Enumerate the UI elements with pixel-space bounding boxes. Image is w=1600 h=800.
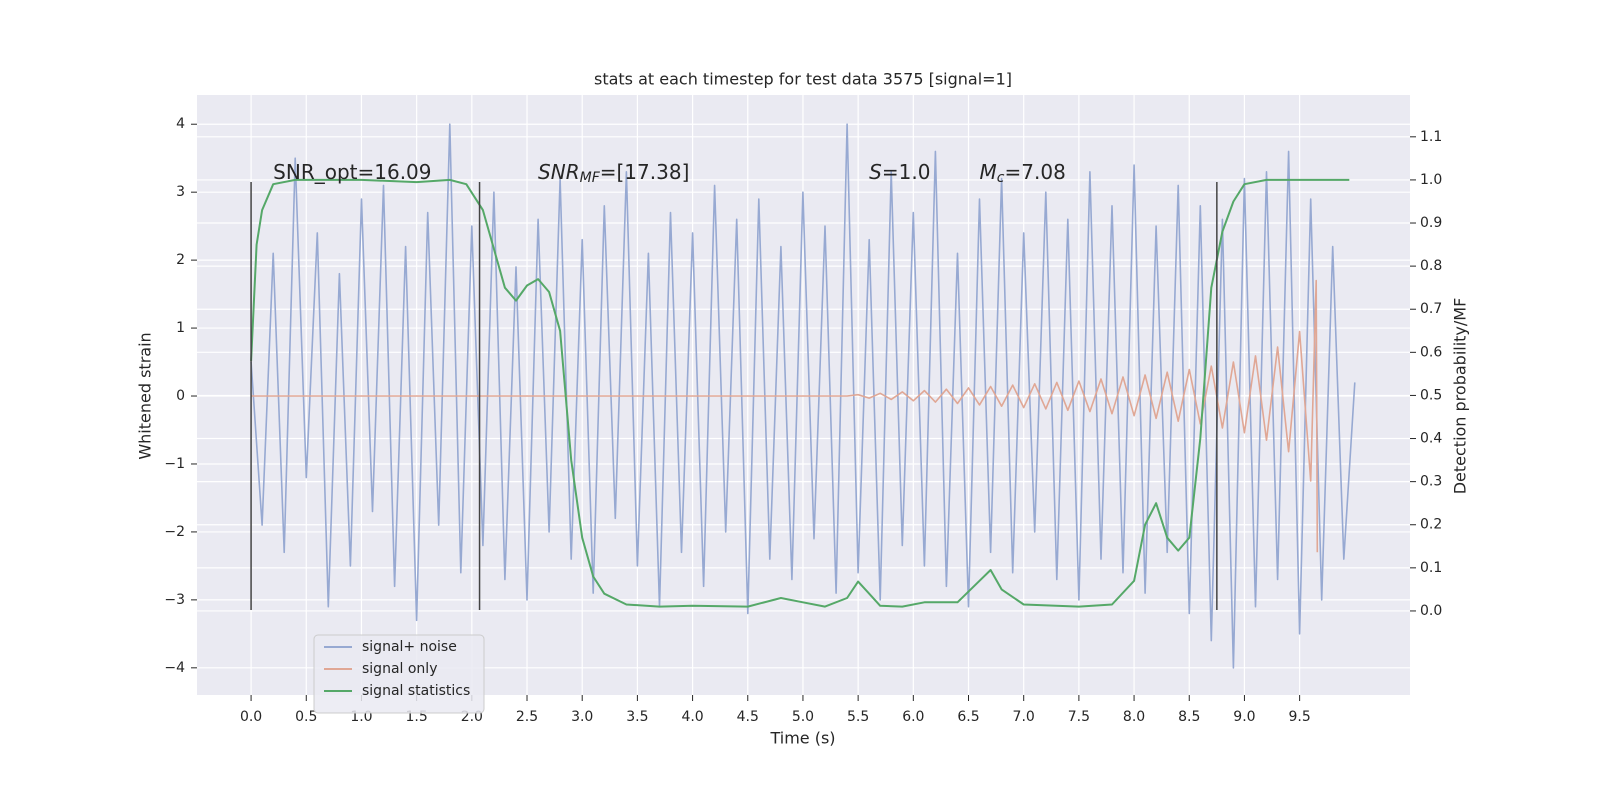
y-tick-label: 3 — [176, 184, 185, 200]
legend-label: signal statistics — [362, 683, 470, 699]
x-axis-label: Time (s) — [769, 729, 835, 748]
y2-tick-label: 0.2 — [1420, 517, 1442, 533]
y2-tick-label: 0.8 — [1420, 258, 1442, 274]
y2-tick-label: 0.9 — [1420, 215, 1442, 231]
legend-label: signal only — [362, 661, 437, 677]
y2-axis-label: Detection probability/MF — [1451, 298, 1470, 495]
annotation-part: M — [980, 160, 997, 184]
y2-tick-label: 0.0 — [1420, 603, 1442, 619]
x-tick-label: 7.0 — [1013, 709, 1035, 725]
x-tick-label: 5.5 — [847, 709, 869, 725]
annotation-part: =7.08 — [1005, 160, 1066, 184]
y2-tick-label: 1.0 — [1420, 172, 1442, 188]
annotation: SNRMF=[17.38] — [538, 160, 689, 187]
x-tick-label: 8.5 — [1178, 709, 1200, 725]
y2-tick-label: 0.7 — [1420, 301, 1442, 317]
x-tick-label: 5.0 — [792, 709, 814, 725]
series-line — [250, 123, 1356, 669]
legend-box — [313, 634, 485, 714]
annotation-part: S — [869, 160, 882, 184]
x-tick-label: 0.0 — [240, 709, 262, 725]
x-tick-label: 3.5 — [626, 709, 648, 725]
y-tick-label: −1 — [164, 456, 185, 472]
legend-label: signal+ noise — [362, 639, 457, 655]
x-tick-label: 9.5 — [1288, 709, 1310, 725]
y-tick-label: 1 — [176, 320, 185, 336]
y2-tick-label: 0.6 — [1420, 344, 1442, 360]
y-tick-label: −2 — [164, 524, 185, 540]
y2-tick-label: 0.4 — [1420, 431, 1442, 447]
annotation-part: =[17.38] — [600, 160, 690, 184]
x-tick-label: 3.0 — [571, 709, 593, 725]
annotation-part: MF — [580, 170, 601, 186]
annotation-part: c — [997, 170, 1005, 186]
x-tick-label: 8.0 — [1123, 709, 1145, 725]
y-tick-label: −3 — [164, 592, 185, 608]
annotation-part: SNR_opt=16.09 — [273, 160, 431, 184]
annotation-part: =1.0 — [882, 160, 931, 184]
x-tick-label: 0.5 — [295, 709, 317, 725]
x-tick-label: 4.5 — [737, 709, 759, 725]
y-tick-label: 4 — [176, 116, 185, 132]
x-tick-label: 4.0 — [681, 709, 703, 725]
y-tick-label: −4 — [164, 660, 185, 676]
annotation-part: SNR — [538, 160, 580, 184]
chart-title: stats at each timestep for test data 357… — [594, 70, 1012, 89]
x-tick-label: 6.5 — [957, 709, 979, 725]
y-tick-label: 2 — [176, 252, 185, 268]
x-tick-label: 6.0 — [902, 709, 924, 725]
y-tick-label: 0 — [176, 388, 185, 404]
y2-tick-label: 1.1 — [1420, 129, 1442, 145]
y-axis-label: Whitened strain — [136, 332, 155, 459]
x-tick-label: 9.0 — [1233, 709, 1255, 725]
y2-tick-label: 0.3 — [1420, 474, 1442, 490]
x-tick-label: 2.5 — [516, 709, 538, 725]
y2-tick-label: 0.5 — [1420, 387, 1442, 403]
annotation: Mc=7.08 — [980, 160, 1066, 187]
y2-tick-label: 0.1 — [1420, 560, 1442, 576]
series-line — [251, 279, 1319, 553]
annotation: SNR_opt=16.09 — [273, 160, 431, 184]
x-tick-label: 7.5 — [1068, 709, 1090, 725]
annotation: S=1.0 — [869, 160, 930, 184]
